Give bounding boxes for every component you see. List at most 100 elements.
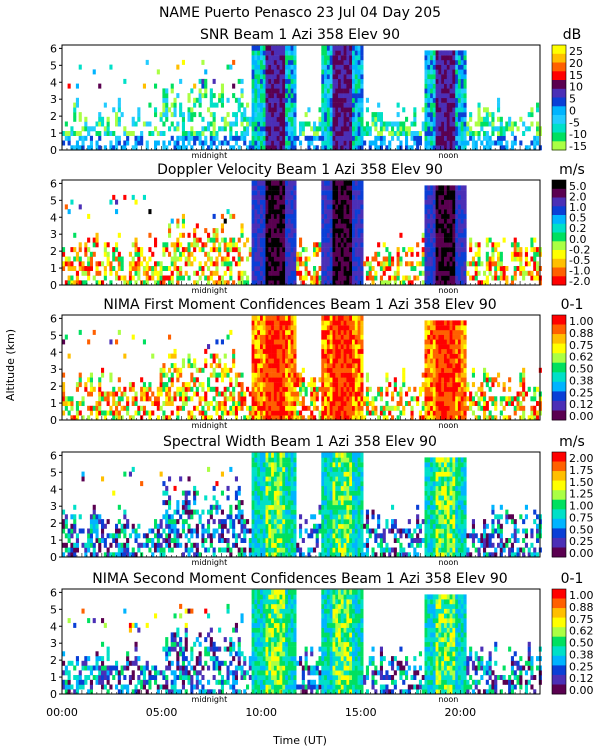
heatmap-cell — [360, 270, 364, 276]
heatmap-cell — [218, 140, 222, 146]
heatmap-cell — [421, 270, 425, 276]
heatmap-cell — [271, 242, 275, 248]
heatmap-cell — [251, 382, 255, 388]
heatmap-cell — [301, 405, 305, 411]
heatmap-cell — [260, 74, 264, 80]
heatmap-cell — [444, 363, 448, 369]
heatmap-cell — [75, 280, 79, 286]
heatmap-cell — [282, 190, 286, 196]
heatmap-cell — [357, 93, 361, 99]
heatmap-cell — [335, 315, 339, 321]
heatmap-cell — [234, 415, 238, 421]
heatmap-cell — [340, 358, 344, 364]
heatmap-cell — [324, 339, 328, 345]
heatmap-cell — [223, 410, 227, 416]
heatmap-cell — [285, 93, 289, 99]
heatmap-cell — [268, 348, 272, 354]
heatmap-cell — [396, 121, 400, 127]
heatmap-cell — [181, 358, 185, 364]
heatmap-cell — [287, 135, 291, 141]
heatmap-cell — [248, 145, 252, 151]
heatmap-cell — [290, 232, 294, 238]
heatmap-cell — [326, 401, 330, 406]
heatmap-cell — [340, 348, 344, 354]
heatmap-cell — [112, 194, 116, 200]
heatmap-cell — [463, 88, 467, 94]
heatmap-cell — [237, 372, 241, 378]
heatmap-cell — [148, 410, 152, 416]
heatmap-cell — [287, 194, 291, 200]
heatmap-cell — [463, 50, 467, 56]
heatmap-cell — [240, 135, 244, 141]
heatmap-cell — [276, 50, 280, 56]
heatmap-cell — [70, 396, 74, 402]
heatmap-cell — [435, 391, 439, 397]
heatmap-cell — [287, 69, 291, 75]
heatmap-cell — [67, 256, 71, 262]
heatmap-cell — [290, 401, 294, 406]
heatmap-cell — [349, 228, 353, 234]
heatmap-cell — [251, 131, 255, 136]
y-tick-label: 6 — [50, 177, 57, 190]
heatmap-cell — [98, 401, 102, 406]
heatmap-cell — [276, 270, 280, 276]
heatmap-cell — [424, 88, 428, 94]
heatmap-cell — [329, 185, 333, 191]
heatmap-cell — [444, 382, 448, 388]
heatmap-cell — [140, 140, 144, 146]
heatmap-cell — [349, 247, 353, 253]
heatmap-cell — [441, 242, 445, 248]
heatmap-cell — [354, 410, 358, 416]
heatmap-cell — [265, 232, 269, 238]
heatmap-cell — [388, 280, 392, 286]
heatmap-cell — [209, 131, 213, 136]
heatmap-cell — [257, 251, 261, 257]
heatmap-cell — [131, 415, 135, 421]
heatmap-cell — [67, 280, 71, 286]
heatmap-cell — [349, 405, 353, 411]
heatmap-cell — [510, 121, 514, 127]
heatmap-cell — [452, 386, 456, 392]
heatmap-cell — [287, 377, 291, 383]
heatmap-cell — [287, 126, 291, 132]
heatmap-cell — [324, 270, 328, 276]
heatmap-cell — [335, 344, 339, 350]
heatmap-cell — [285, 329, 289, 335]
heatmap-cell — [449, 190, 453, 196]
heatmap-cell — [346, 344, 350, 350]
heatmap-cell — [463, 275, 467, 281]
heatmap-cell — [131, 121, 135, 127]
heatmap-cell — [276, 185, 280, 191]
heatmap-cell — [326, 410, 330, 416]
heatmap-cell — [444, 213, 448, 219]
heatmap-cell — [338, 121, 342, 127]
heatmap-cell — [357, 280, 361, 286]
heatmap-cell — [293, 131, 297, 136]
heatmap-cell — [137, 107, 141, 113]
heatmap-cell — [329, 218, 333, 224]
heatmap-cell — [162, 102, 166, 108]
heatmap-cell — [329, 391, 333, 397]
heatmap-cell — [201, 145, 205, 151]
heatmap-cell — [530, 242, 534, 248]
heatmap-cell — [446, 401, 450, 406]
heatmap-cell — [360, 97, 364, 103]
heatmap-cell — [315, 131, 319, 136]
heatmap-cell — [220, 339, 224, 345]
heatmap-cell — [438, 247, 442, 253]
heatmap-cell — [469, 275, 473, 281]
heatmap-cell — [251, 391, 255, 397]
heatmap-cell — [237, 237, 241, 243]
heatmap-cell — [229, 64, 233, 70]
heatmap-cell — [321, 377, 325, 383]
heatmap-cell — [455, 218, 459, 224]
heatmap-cell — [195, 97, 199, 103]
heatmap-cell — [223, 401, 227, 406]
heatmap-cell — [430, 242, 434, 248]
heatmap-cell — [349, 102, 353, 108]
heatmap-cell — [212, 213, 216, 219]
heatmap-cell — [123, 405, 127, 411]
heatmap-cell — [151, 270, 155, 276]
heatmap-cell — [187, 251, 191, 257]
heatmap-cell — [257, 121, 261, 127]
